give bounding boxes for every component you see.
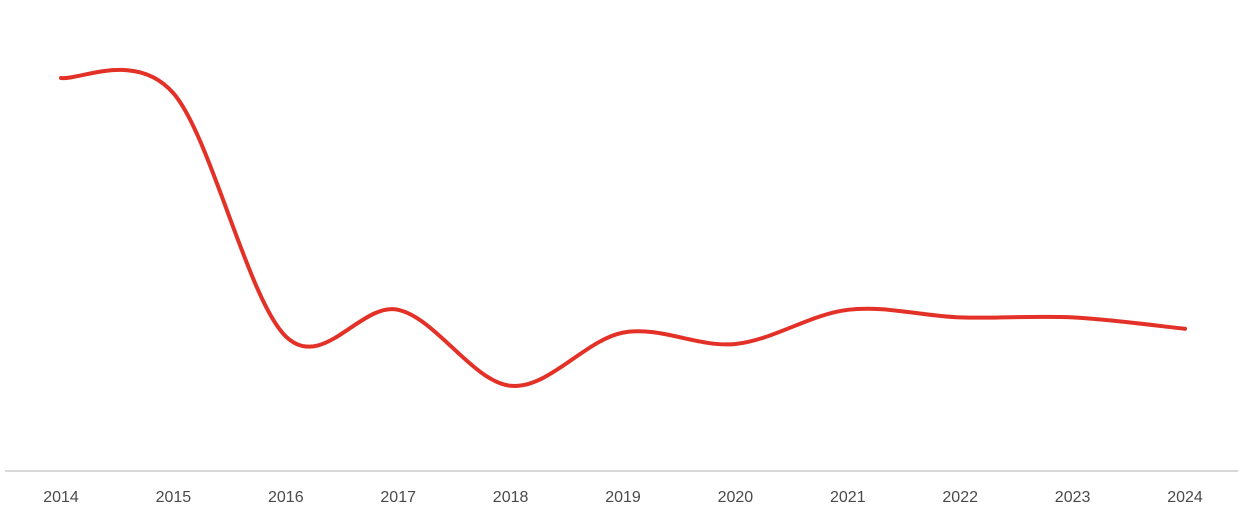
x-tick-label-2015: 2015	[156, 489, 192, 506]
x-tick-label-2017: 2017	[380, 489, 416, 506]
x-tick-label-2018: 2018	[493, 489, 529, 506]
x-tick-labels: 2014 2015 2016 2017 2018 2019 2020 2021 2022 2023…	[43, 489, 1203, 506]
x-tick-label-2014: 2014	[43, 489, 79, 506]
x-tick-label-2020: 2020	[718, 489, 754, 506]
x-tick-label-2023: 2023	[1055, 489, 1091, 506]
series-layer	[59, 67, 1187, 388]
x-tick-label-2019: 2019	[605, 489, 641, 506]
x-tick-label-2016: 2016	[268, 489, 304, 506]
series-line-0	[59, 67, 1187, 388]
x-tick-label-2022: 2022	[942, 489, 978, 506]
x-tick-label-2021: 2021	[830, 489, 866, 506]
x-tick-label-2024: 2024	[1167, 489, 1203, 506]
